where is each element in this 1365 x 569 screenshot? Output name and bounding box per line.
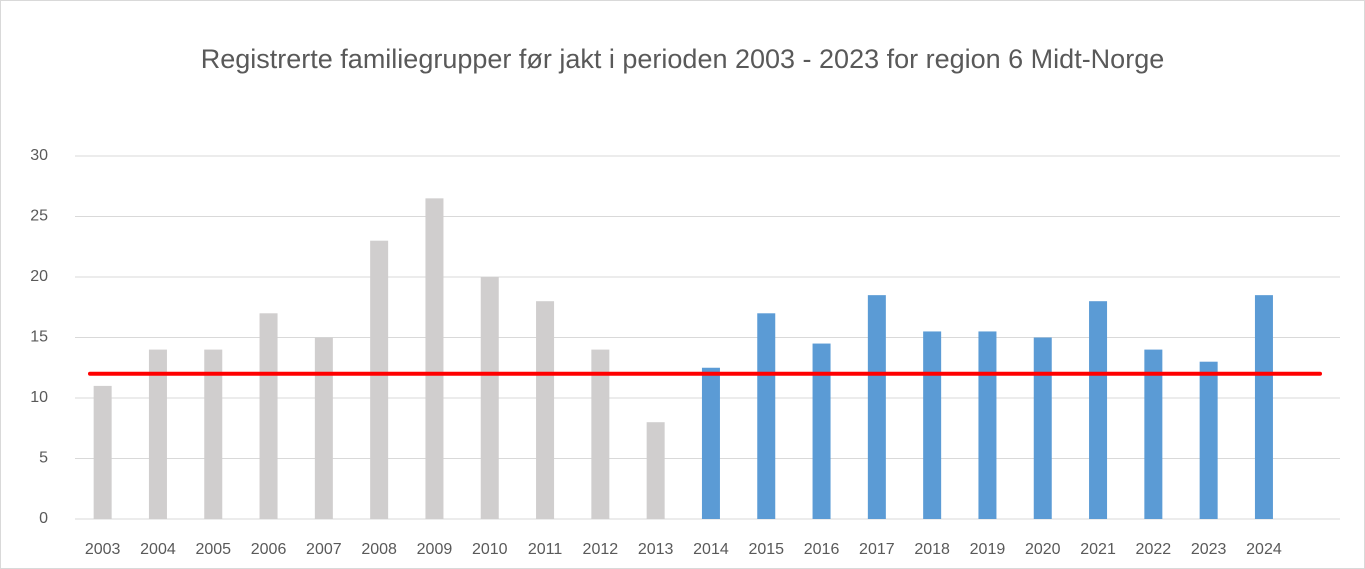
bar [923,331,942,519]
bar [480,277,499,519]
x-tick-label: 2013 [638,541,674,558]
x-tick-label: 2020 [1025,541,1061,558]
x-tick-label: 2016 [804,541,840,558]
y-tick-label: 5 [39,450,48,467]
bar [1144,349,1163,519]
y-tick-label: 15 [30,329,48,346]
x-tick-label: 2004 [140,541,176,558]
x-tick-label: 2018 [914,541,950,558]
bar [93,385,112,519]
bar [757,313,776,519]
x-tick-label: 2005 [195,541,231,558]
x-tick-label: 2012 [583,541,619,558]
bar [812,343,831,519]
y-tick-label: 20 [30,268,48,285]
x-tick-label: 2017 [859,541,895,558]
bar [1254,295,1273,519]
x-tick-label: 2003 [85,541,121,558]
bar [1033,337,1052,519]
y-tick-label: 25 [30,208,48,225]
bar [370,240,389,519]
x-tick-label: 2006 [251,541,287,558]
bar [978,331,997,519]
bar [646,422,665,519]
x-tick-label: 2022 [1136,541,1172,558]
bar [259,313,278,519]
bar [1199,361,1218,519]
x-tick-label: 2007 [306,541,342,558]
chart-title: Registrerte familiegrupper før jakt i pe… [200,44,1165,74]
x-tick-label: 2015 [748,541,784,558]
bar [314,337,333,519]
x-tick-label: 2019 [970,541,1006,558]
bar [425,198,444,519]
bar [591,349,610,519]
x-tick-label: 2009 [417,541,453,558]
y-tick-label: 30 [30,147,48,164]
bar [536,301,555,519]
bar [867,295,886,519]
x-tick-label: 2011 [528,541,563,558]
x-tick-label: 2014 [693,541,729,558]
y-tick-label: 10 [30,389,48,406]
x-tick-label: 2008 [361,541,397,558]
bar [148,349,167,519]
x-tick-label: 2023 [1191,541,1227,558]
bar [701,367,720,519]
bar [1089,301,1108,519]
x-tick-label: 2024 [1246,541,1282,558]
y-tick-label: 0 [39,510,48,527]
x-tick-label: 2010 [472,541,508,558]
bar [204,349,223,519]
x-tick-label: 2021 [1080,541,1116,558]
